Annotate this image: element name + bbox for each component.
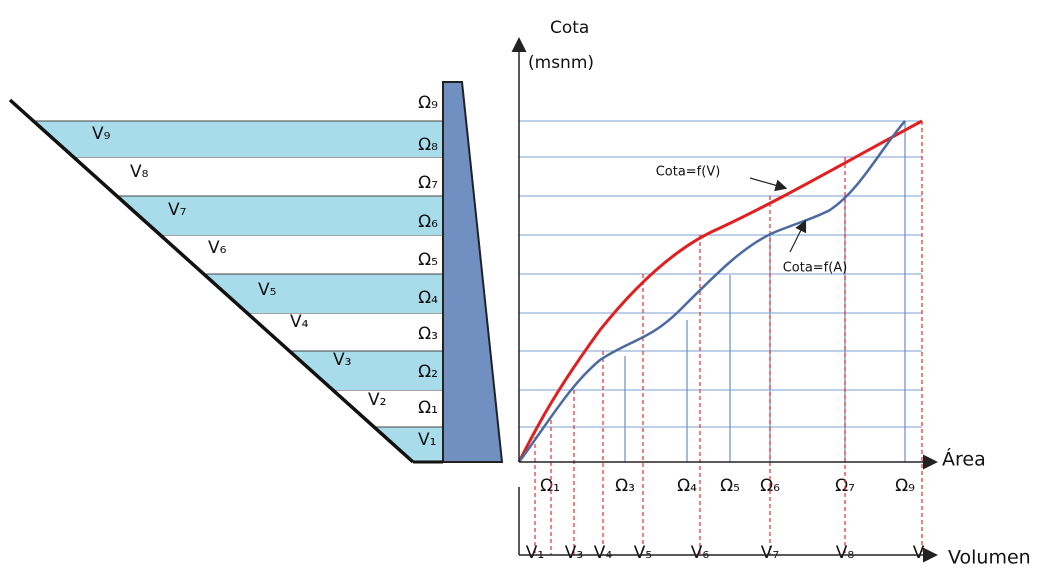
y-axis-title: (msnm)	[528, 53, 594, 73]
volume-curve	[519, 121, 922, 462]
volume-tick-label: V₄	[594, 543, 613, 563]
volume-label: V₁	[418, 430, 436, 450]
x-axis-title: Área	[942, 448, 986, 471]
area-label: Ω₂	[418, 362, 438, 382]
area-tick-label: Ω₃	[615, 476, 635, 496]
area-label: Ω₄	[418, 288, 438, 308]
area-label: Ω₇	[418, 173, 438, 193]
area-tick-label: Ω₄	[677, 476, 697, 496]
volume-label: V₉	[92, 124, 111, 144]
volume-label: V₈	[130, 162, 149, 182]
volume-label: V₇	[168, 200, 187, 220]
curve-label: Cota=f(V)	[656, 165, 721, 180]
reservoir: V₁ V₂ V₃ V₄ V₅ V₆ V₇ V₈ V₉ Ω₁ Ω₂ Ω₃ Ω₄ Ω₅ Ω₆ Ω₇ Ω₈ Ω₉	[33, 93, 443, 462]
volume-tick-label: V₈	[836, 543, 855, 563]
volume-label: V₄	[290, 312, 309, 332]
area-tick-label: Ω₁	[540, 476, 560, 496]
volume-label: V₅	[258, 280, 276, 300]
layer	[117, 196, 443, 235]
dam	[443, 82, 502, 462]
volume-tick-label: V₆	[691, 543, 710, 563]
label-arrow	[750, 178, 785, 188]
y-axis-title: Cota	[550, 18, 589, 38]
diagram: V₁ V₂ V₃ V₄ V₅ V₆ V₇ V₈ V₉ Ω₁ Ω₂ Ω₃ Ω₄ Ω₅ Ω₆ Ω₇ Ω₈ Ω₉ Ω₁ Ω…	[0, 0, 1052, 570]
area-label: Ω₉	[418, 93, 438, 113]
area-label: Ω₃	[418, 324, 438, 344]
area-tick-label: Ω₉	[895, 476, 915, 496]
volume-tick-label: V₉	[913, 543, 932, 563]
x2-axis-title: Volumen	[948, 547, 1031, 569]
area-label: Ω₆	[418, 212, 438, 232]
area-label: Ω₁	[418, 398, 438, 418]
area-tick-label: Ω₅	[720, 476, 740, 496]
volume-tick-label: V₁	[526, 543, 544, 563]
area-label: Ω₅	[418, 250, 438, 270]
volume-label: V₂	[368, 390, 386, 410]
volume-tick-label: V₇	[761, 543, 780, 563]
volume-tick-label: V₃	[565, 543, 583, 563]
curve-label: Cota=f(A)	[783, 261, 848, 276]
volume-label: V₆	[208, 238, 227, 258]
volume-tick-label: V₅	[634, 543, 652, 563]
volume-label: V₃	[333, 350, 351, 370]
area-label: Ω₈	[418, 135, 438, 155]
